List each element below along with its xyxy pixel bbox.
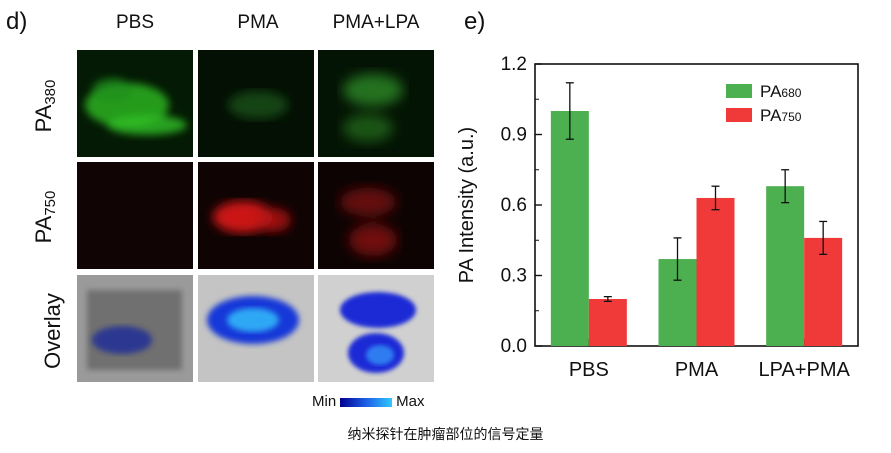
- column-header-pbs: PBS: [115, 12, 155, 33]
- bar-pa680-pbs: [550, 111, 589, 346]
- x-tick-label: LPA+PMA: [758, 359, 850, 381]
- image-pma-lpa-pa750: [318, 162, 434, 269]
- column-header-pma: PMA: [237, 12, 279, 33]
- image-pma-pa380: [198, 50, 314, 157]
- x-tick-label: PMA: [675, 359, 719, 381]
- colorbar-max-label: Max: [396, 393, 425, 410]
- y-tick-label: 0.3: [501, 266, 527, 287]
- image-pbs-overlay: [77, 275, 193, 382]
- bar-chart: 0.0 0.3 0.6 0.9 1.2 PA Intensity (a.u.) PBS PMA…: [456, 54, 859, 381]
- image-pma-pa750: [198, 162, 314, 269]
- y-tick-label: 0.6: [501, 195, 527, 216]
- y-tick-label: 0.9: [501, 125, 527, 146]
- legend-label-pa680: PA680: [760, 82, 802, 101]
- y-axis-label: PA Intensity (a.u.): [456, 127, 478, 283]
- image-pma-overlay: [198, 275, 314, 382]
- colorbar-legend: Min Max: [312, 393, 425, 410]
- image-pbs-pa750: [77, 162, 193, 269]
- legend-label-pa750: PA750: [760, 106, 802, 125]
- image-pbs-pa380: [77, 50, 193, 157]
- colorbar-min-label: Min: [312, 393, 337, 410]
- y-tick-label: 0.0: [501, 336, 527, 357]
- bar-pa750-lpa-pma: [804, 237, 843, 346]
- image-pma-lpa-overlay: [318, 275, 434, 382]
- bar-pa680-lpa-pma: [766, 186, 805, 346]
- y-tick-label: 1.2: [501, 54, 527, 75]
- row-label-overlay: Overlay: [40, 293, 65, 369]
- panel-label-d: d): [6, 8, 28, 35]
- colorbar-gradient: [340, 397, 393, 407]
- row-label-pa750: PA750: [31, 190, 59, 244]
- bar-pa750-pma: [696, 197, 735, 346]
- legend-swatch-pa680: [726, 84, 752, 98]
- x-tick-label: PBS: [569, 359, 609, 381]
- column-header-pma-lpa: PMA+LPA: [332, 12, 420, 33]
- figure-caption: 纳米探针在肿瘤部位的信号定量: [347, 426, 544, 442]
- legend-swatch-pa750: [726, 108, 752, 122]
- panel-label-e: e): [464, 8, 486, 35]
- image-pma-lpa-pa380: [318, 50, 434, 157]
- row-label-pa380: PA380: [31, 79, 59, 133]
- bar-pa750-pbs: [588, 299, 627, 346]
